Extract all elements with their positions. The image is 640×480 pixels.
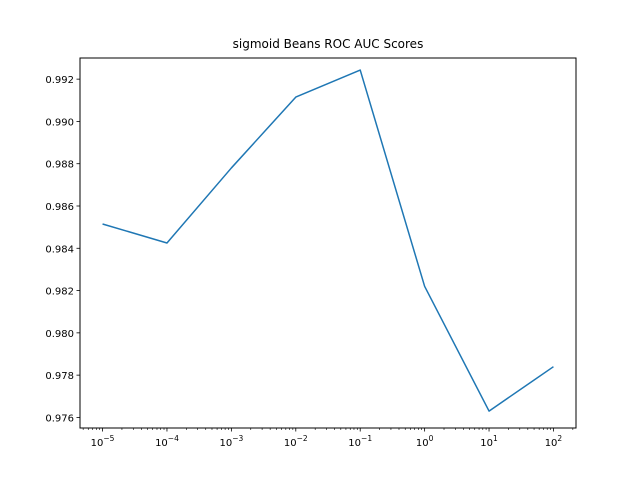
x-tick-label: 10−5 — [91, 434, 115, 449]
y-tick-label: 0.986 — [45, 202, 74, 213]
y-tick-label: 0.990 — [45, 117, 74, 128]
y-tick-label: 0.992 — [45, 75, 74, 86]
data-point — [553, 366, 555, 368]
x-tick-label: 101 — [480, 434, 498, 449]
y-tick-label: 0.978 — [45, 371, 74, 382]
series-layer — [102, 69, 554, 412]
x-tick-label: 10−4 — [155, 434, 179, 449]
x-tick-label: 102 — [545, 434, 563, 449]
data-point — [231, 167, 233, 169]
plot-frame — [79, 57, 577, 429]
y-tick-label: 0.984 — [45, 244, 74, 255]
x-tick-label: 10−1 — [348, 434, 372, 449]
data-point — [359, 69, 361, 71]
data-point — [488, 410, 490, 412]
ticks-layer: 0.976 0.978 0.980 0.982 0.984 0.986 0.988 0.990… — [45, 75, 574, 449]
x-tick-label: 10−3 — [219, 434, 243, 449]
data-point — [102, 223, 104, 225]
data-point — [295, 96, 297, 98]
series-line — [102, 69, 554, 412]
x-tick-label: 10−2 — [284, 434, 308, 449]
y-tick-label: 0.980 — [45, 329, 74, 340]
data-point — [166, 242, 168, 244]
y-tick-label: 0.976 — [45, 413, 74, 424]
data-point — [424, 286, 426, 288]
x-tick-label: 100 — [416, 434, 434, 449]
y-tick-label: 0.982 — [45, 287, 74, 298]
chart-title: sigmoid Beans ROC AUC Scores — [233, 37, 424, 51]
y-tick-label: 0.988 — [45, 160, 74, 171]
